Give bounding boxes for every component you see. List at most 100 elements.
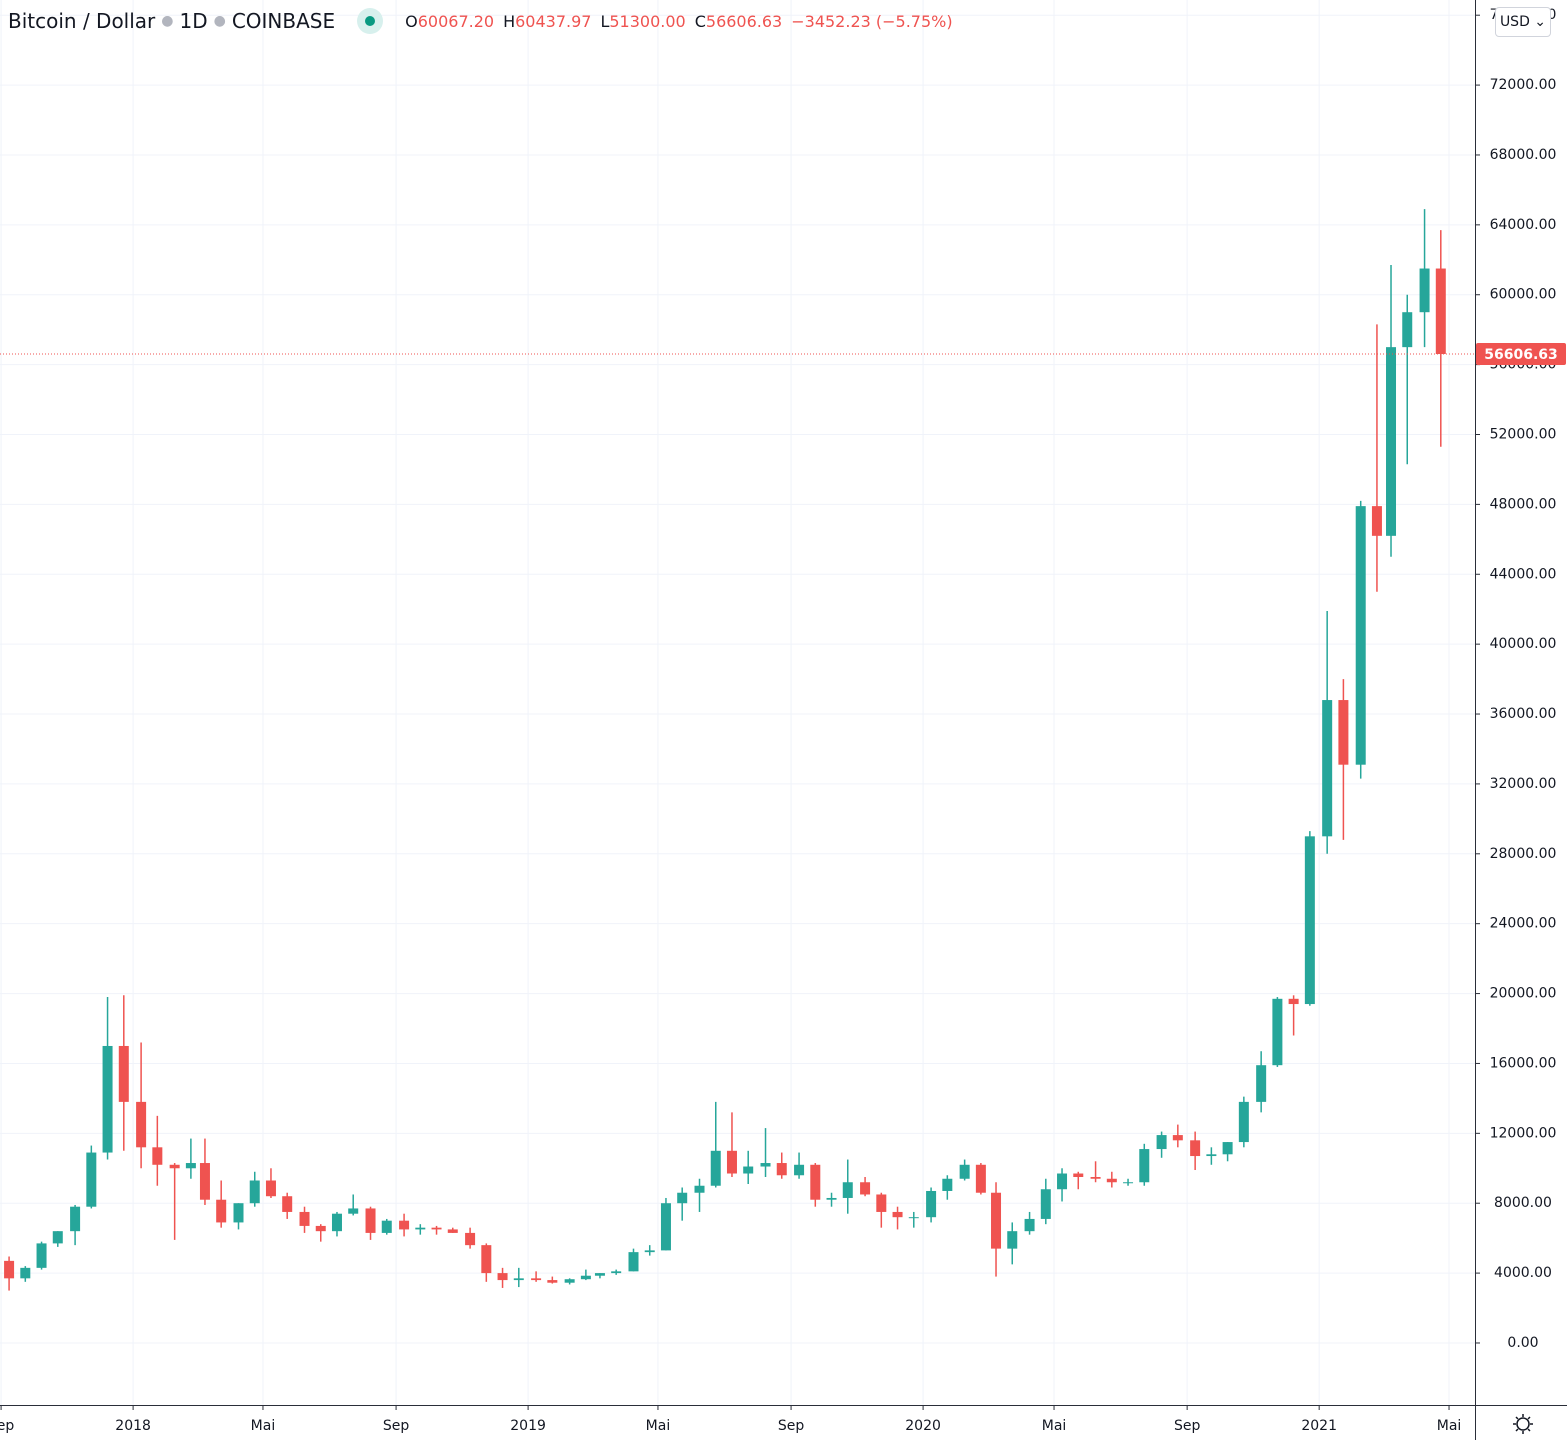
candle-body (1090, 1177, 1101, 1179)
candle-body (299, 1211, 310, 1226)
candles (0, 209, 1475, 1291)
x-tick-label: Sep (1174, 1418, 1201, 1434)
currency-button[interactable]: USD ⌄ (1495, 7, 1551, 37)
interval: 1D (179, 9, 208, 33)
candle-body (942, 1178, 953, 1191)
candle-body (892, 1211, 903, 1218)
candle-body (20, 1267, 31, 1279)
candle-body (36, 1243, 47, 1268)
ohlc-value: 51300.00 (609, 11, 686, 31)
x-tick-label: Mai (1042, 1418, 1067, 1434)
candle-body (4, 1260, 15, 1279)
y-tick-label: 68000.00 (1490, 147, 1557, 163)
candle-body (710, 1150, 721, 1186)
candle-body (1256, 1065, 1267, 1102)
candle-body (810, 1164, 821, 1200)
y-tick-label: 60000.00 (1490, 287, 1557, 303)
last-price-badge (1476, 343, 1566, 366)
candle-body (497, 1273, 508, 1281)
candle-body (1156, 1135, 1167, 1150)
candle-body (594, 1273, 605, 1276)
candle-body (431, 1227, 442, 1230)
candle-body (315, 1225, 326, 1232)
y-tick-label: 8000.00 (1494, 1195, 1552, 1211)
y-tick-label: 40000.00 (1490, 636, 1557, 652)
candle-body (694, 1185, 705, 1193)
candle-body (465, 1232, 476, 1246)
ohlc-key: H (503, 11, 516, 31)
candle-body (1139, 1149, 1150, 1183)
candle-body (1371, 506, 1382, 536)
candle-body (102, 1045, 113, 1153)
candle-body (826, 1197, 837, 1200)
y-tick-label: 64000.00 (1490, 217, 1557, 233)
ohlc-value: 56606.63 (705, 11, 783, 31)
x-tick-label: 2018 (115, 1418, 151, 1434)
y-tick-label: 44000.00 (1490, 566, 1557, 582)
candle-body (776, 1163, 787, 1176)
candle-body (381, 1220, 392, 1233)
candle-body (743, 1166, 754, 1174)
candle-body (348, 1208, 359, 1214)
candle-body (86, 1152, 97, 1207)
candle-body (1272, 998, 1283, 1066)
last-price-label: 56606.63 (1484, 347, 1558, 363)
candle-body (1402, 312, 1413, 348)
candle-body (1206, 1154, 1217, 1157)
candle-body (52, 1231, 63, 1244)
candle-body (152, 1147, 163, 1165)
candle-body (1222, 1142, 1233, 1155)
candle-body (1238, 1101, 1249, 1143)
symbol: Bitcoin / Dollar (8, 9, 156, 33)
ohlc-item: L51300.00 (600, 12, 685, 31)
candle-body (1435, 268, 1446, 355)
candle-body (564, 1279, 575, 1283)
exchange: COINBASE (231, 9, 336, 33)
candle-body (399, 1220, 410, 1230)
candle-body (991, 1192, 1002, 1249)
x-tick-label: Sep (778, 1418, 805, 1434)
x-tick-label: 2021 (1301, 1418, 1337, 1434)
legend: Bitcoin / Dollar ● 1D ● COINBASE O60067.… (8, 8, 953, 34)
candle-body (1288, 998, 1299, 1005)
y-tick-label: 48000.00 (1490, 496, 1557, 512)
x-tick-label: Mai (251, 1418, 276, 1434)
y-tick-label: 16000.00 (1490, 1055, 1557, 1071)
x-tick-label: 2020 (905, 1418, 941, 1434)
y-tick-label: 24000.00 (1490, 916, 1557, 932)
y-tick-label: 52000.00 (1490, 426, 1557, 442)
grid (0, 0, 1475, 1405)
x-tick-label: Sep (383, 1418, 410, 1434)
candle-body (926, 1190, 937, 1218)
settings-icon[interactable] (1513, 1414, 1533, 1434)
y-tick-label: 36000.00 (1490, 706, 1557, 722)
y-tick-label: 20000.00 (1490, 986, 1557, 1002)
candle-body (233, 1203, 244, 1223)
x-tick-label: Mai (646, 1418, 671, 1434)
candle-body (1106, 1178, 1117, 1183)
candle-body (760, 1163, 771, 1167)
candle-body (660, 1203, 671, 1251)
x-tick-label: 2019 (510, 1418, 546, 1434)
candle-body (1057, 1173, 1068, 1190)
candle-body (1172, 1135, 1183, 1141)
candle-body (1040, 1189, 1051, 1219)
candle-body (199, 1163, 210, 1200)
candle-body (580, 1275, 591, 1280)
candle-body (547, 1280, 558, 1283)
candle-body (860, 1182, 871, 1195)
candle-body (1007, 1231, 1018, 1249)
candle-body (282, 1196, 293, 1212)
candle-body (70, 1206, 81, 1232)
ohlc-values: O60067.20 H60437.97 L51300.00 C56606.63 −345… (405, 12, 952, 31)
candle-body (876, 1194, 887, 1212)
candle-body (794, 1164, 805, 1176)
ohlc-item: H60437.97 (503, 12, 591, 31)
ohlc-key: C (694, 11, 706, 31)
candle-body (1190, 1140, 1201, 1157)
x-tick-label: Sep (0, 1418, 14, 1434)
candle-body (265, 1180, 276, 1197)
y-tick-label: 32000.00 (1490, 776, 1557, 792)
